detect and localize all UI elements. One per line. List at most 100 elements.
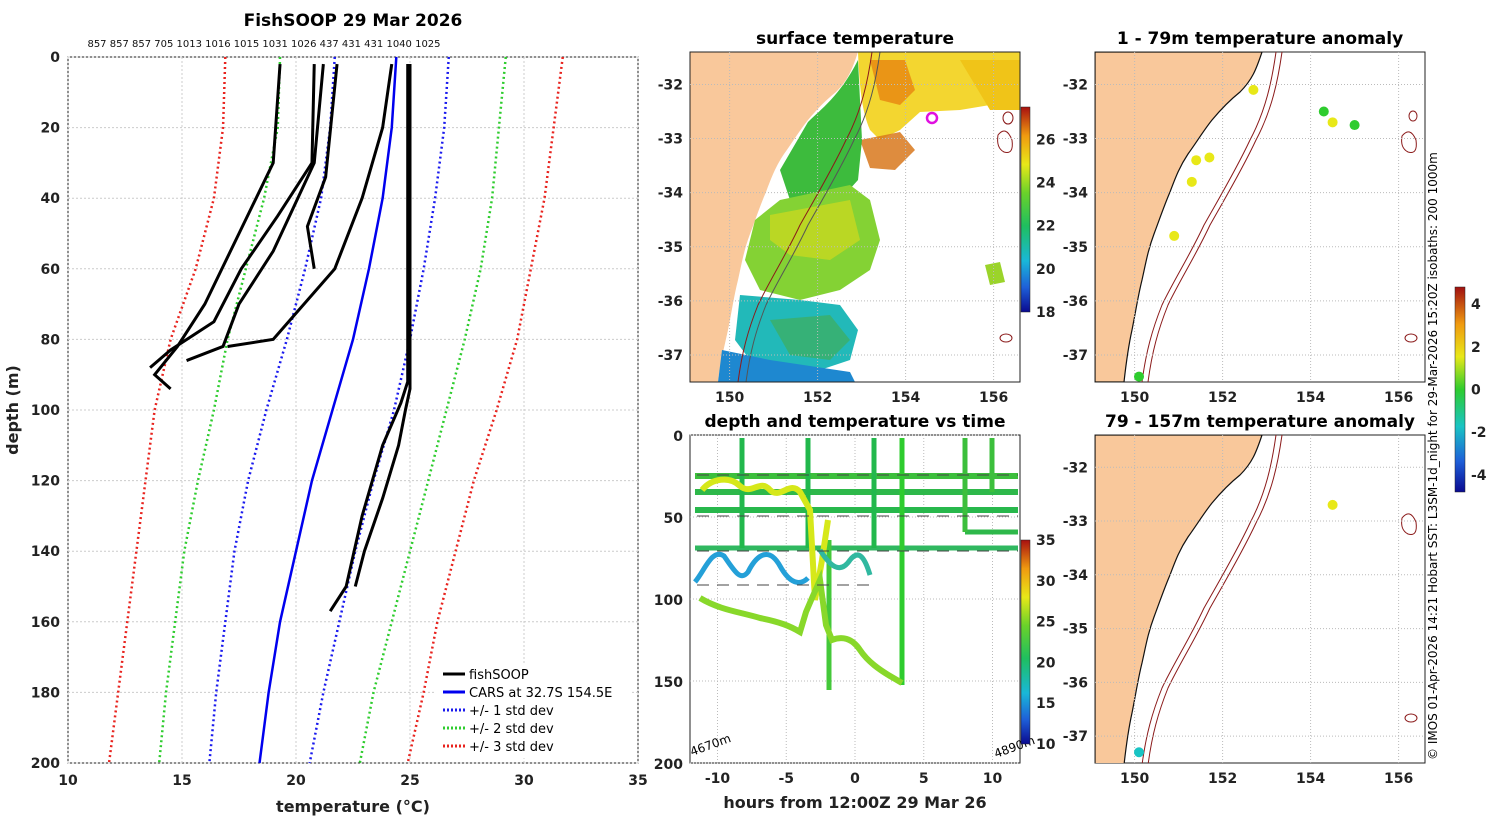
sst-seamount-2 [997, 130, 1013, 153]
time-xtick: -5 [778, 771, 794, 787]
map-ytick: -36 [658, 294, 683, 310]
sst-colorbar-tick: 22 [1036, 219, 1055, 235]
profile-xtick: 25 [400, 773, 419, 789]
anom-colorbar-ticks: 4 2 0 -2 -4 [1471, 297, 1487, 484]
time-xtick: 0 [850, 771, 860, 787]
sst-axes [689, 51, 1021, 383]
profile-ytick: 120 [31, 474, 60, 490]
fishsoop-profile-4 [186, 63, 325, 362]
profile-ytick: 60 [41, 262, 61, 278]
anom-colorbar-tick: 4 [1471, 297, 1481, 313]
profile-ticks: 10 15 20 25 30 35 0 20 40 60 80 100 120 140 160 180 200 [31, 50, 648, 789]
profile-panel: FishSOOP 29 Mar 2026 857 857 857 705 101… [3, 11, 648, 816]
map-xtick: 154 [1296, 390, 1325, 406]
time-xtick: 5 [919, 771, 929, 787]
sst-patch-orange [860, 132, 915, 170]
sst-seamount-1 [1002, 111, 1014, 125]
time-xtick: -10 [705, 771, 731, 787]
anom-lower-land [1095, 435, 1263, 763]
fishsoop-profile-5 [227, 63, 394, 348]
map-ytick: -33 [658, 132, 683, 148]
anom-upper-title: 1 - 79m temperature anomaly [1117, 29, 1403, 49]
time-colorbar-tick: 20 [1036, 655, 1056, 671]
map-xtick: 154 [891, 390, 920, 406]
sst-colorbar-tick: 24 [1036, 176, 1056, 192]
time-ytick: 0 [673, 429, 683, 445]
sst-isobath-1000 [745, 52, 881, 382]
profile-lines [107, 56, 564, 764]
sst-colorbar-tick: 18 [1036, 305, 1055, 321]
anom-lower-point-1 [1327, 499, 1338, 510]
profile-ytick: 80 [41, 332, 61, 348]
fishsoop-profile-2 [149, 64, 316, 369]
profile-legend: fishSOOP CARS at 32.7S 154.5E +/- 1 std … [436, 664, 632, 758]
anom-colorbar-tick: -4 [1471, 468, 1487, 484]
time-ytick: 150 [654, 675, 683, 691]
map-xtick: 156 [1384, 771, 1413, 787]
time-colorbar-tick: 30 [1036, 574, 1056, 590]
time-colorbar-ticks: 35 30 25 20 15 10 [1036, 533, 1056, 753]
anom-lower-ticks: 150 152 154 156 -32 -33 -34 -35 -36 -37 [1063, 460, 1414, 787]
map-ytick: -32 [1063, 460, 1088, 476]
shallow-track [699, 476, 831, 601]
anom-upper-isobath-1000 [1147, 52, 1283, 382]
legend-label-cars: CARS at 32.7S 154.5E [469, 686, 612, 701]
sst-seamount-3 [999, 333, 1013, 343]
profile-ytick: 40 [41, 191, 61, 207]
sst-patch-yellowgreen [770, 200, 860, 260]
profile-top-ids: 857 857 857 705 1013 1016 1015 1031 1026… [87, 39, 440, 50]
profile-series-cars-1sd [208, 56, 337, 764]
map-ytick: -37 [658, 348, 683, 364]
anom-lower-isobath-1000 [1147, 435, 1283, 763]
deep-track-blue [693, 551, 810, 585]
anom-colorbar [1454, 286, 1466, 493]
map-ytick: -35 [1063, 622, 1088, 638]
map-ytick: -37 [1063, 348, 1088, 364]
sst-patch-hot [870, 60, 915, 105]
sst-colorbar-ticks: 26 24 22 20 18 [1036, 132, 1056, 321]
profile-ytick: 0 [50, 50, 60, 66]
profile-series-cars-2sd [358, 56, 508, 764]
profile-xtick: 35 [628, 773, 647, 789]
fishsoop-profile-1 [152, 63, 282, 390]
map-xtick: 150 [715, 390, 744, 406]
sst-panel: surface temperature 150 152 [658, 29, 1056, 406]
legend-label-fishsoop: fishSOOP [469, 668, 529, 683]
anom-lower-point-2 [1134, 747, 1144, 758]
map-ytick: -33 [1063, 132, 1088, 148]
sst-patch-blue [718, 350, 855, 382]
anom-upper-seamount-3 [1404, 333, 1418, 343]
map-ytick: -32 [1063, 77, 1088, 93]
anom-upper-grid [1095, 52, 1425, 382]
map-ytick: -34 [1063, 568, 1089, 584]
time-xtick: 10 [983, 771, 1003, 787]
map-xtick: 156 [979, 390, 1008, 406]
profile-ytick: 140 [31, 544, 60, 560]
time-ytick: 200 [654, 757, 683, 773]
profile-ytick: 180 [31, 685, 60, 701]
anom-upper-point-5 [1204, 152, 1215, 163]
sst-colorbar [1020, 106, 1031, 313]
deep-track-teal [817, 548, 873, 576]
map-ytick: -32 [658, 77, 683, 93]
profile-ytick: 160 [31, 615, 60, 631]
sst-ticks: 150 152 154 156 -32 -33 -34 -35 -36 -37 [658, 77, 1009, 406]
anom-upper-isobath-200 [1141, 52, 1277, 382]
time-colorbar-tick: 15 [1036, 696, 1055, 712]
profile-series-cars-1sd [308, 56, 451, 764]
anom-upper-point-7 [1186, 176, 1197, 187]
fishsoop-profile-3 [305, 63, 339, 270]
anomaly-panel-lower: 79 - 157m temperature anomaly 150 152 154 1… [1063, 286, 1487, 787]
profile-xtick: 15 [172, 773, 191, 789]
anom-upper-ticks: 150 152 154 156 -32 -33 -34 -35 -36 -37 [1063, 77, 1414, 406]
anom-lower-grid [1095, 435, 1425, 763]
fishsoop-profile-6 [328, 64, 410, 613]
anom-upper-points [1134, 84, 1360, 382]
anom-upper-point-9 [1134, 371, 1144, 382]
anom-upper-land [1095, 52, 1263, 382]
map-xtick: 152 [803, 390, 832, 406]
profile-xtick: 10 [58, 773, 78, 789]
profile-ylabel: depth (m) [3, 365, 22, 455]
anom-lower-map [1095, 435, 1418, 763]
